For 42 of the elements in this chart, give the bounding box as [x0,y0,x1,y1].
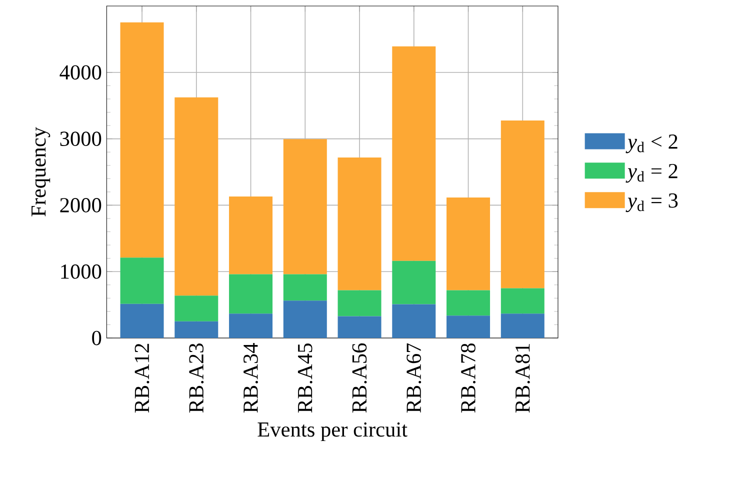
bar [174,296,218,322]
bar [500,314,544,338]
legend-label: y$_{d}$ < 2 [626,134,678,154]
x-tick-label: RB.A56 [352,343,367,413]
bar [392,46,436,261]
bar [120,258,164,304]
y-tick-label: 3000 [60,132,102,146]
bar [120,304,164,338]
x-tick-label: RB.A81 [515,344,530,413]
bar [229,196,273,274]
bar [283,274,327,301]
y-tick-label: 4000 [60,65,102,80]
y-axis-title: Frequency [32,127,50,216]
legend-label: y$_{d}$ = 2 [626,164,678,183]
x-tick-label: RB.A23 [189,344,204,413]
bar [392,260,436,304]
bar [283,300,327,338]
bar [446,198,490,290]
bar [338,157,382,290]
bar [229,314,273,338]
bar [338,316,382,338]
x-tick-label: RB.A12 [134,344,150,413]
bar [446,290,490,316]
bar [229,274,273,314]
bar [392,304,436,338]
bar [283,139,327,274]
x-tick-label: RB.A78 [461,344,476,413]
y-tick-label: 0 [92,330,102,346]
x-tick-label: RB.A67 [406,343,422,413]
x-axis-title: Events per circuit [258,422,408,442]
y-tick-label: 2000 [60,198,102,212]
bar [500,288,544,314]
bar [500,120,544,288]
bar [446,316,490,338]
legend-label: y$_{d}$ = 3 [626,193,678,212]
bar [120,22,164,258]
x-tick-label: RB.A34 [244,343,258,413]
bar [174,321,218,338]
x-tick-label: RB.A45 [298,344,312,413]
bar [174,97,218,296]
bar [338,290,382,316]
y-tick-label: 1000 [61,264,102,279]
